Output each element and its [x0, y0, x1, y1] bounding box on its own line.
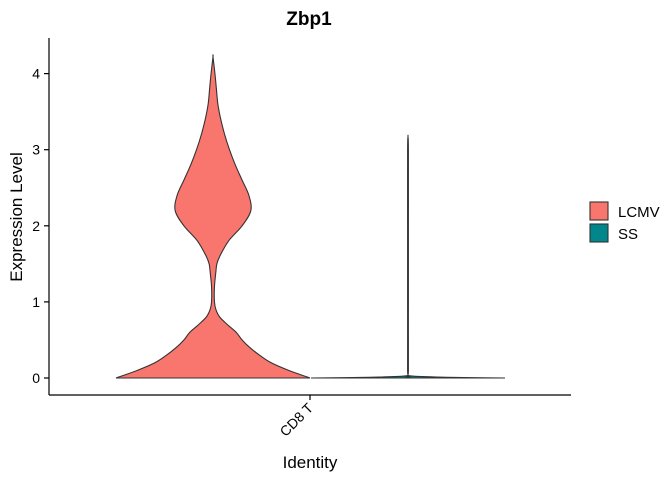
legend-swatch-lcmv — [589, 201, 609, 221]
legend-swatch-ss — [589, 223, 609, 243]
legend-label-ss: SS — [618, 226, 638, 243]
y-tick-label: 2 — [32, 218, 40, 234]
x-axis-title: Identity — [283, 453, 338, 472]
y-tick-label: 0 — [32, 370, 40, 386]
legend-label-lcmv: LCMV — [618, 204, 660, 221]
violin-lcmv — [115, 54, 311, 379]
violins-group — [115, 54, 506, 379]
y-ticks: 0 1 2 3 4 — [32, 66, 49, 386]
y-tick-label: 1 — [32, 294, 40, 310]
x-ticks: CD8 T — [276, 395, 316, 440]
violin-ss — [310, 134, 506, 379]
y-tick-label: 3 — [32, 142, 40, 158]
chart-title: Zbp1 — [286, 9, 332, 30]
y-tick-label: 4 — [32, 66, 40, 82]
y-axis-title: Expression Level — [7, 152, 26, 281]
legend: LCMV SS — [589, 201, 660, 243]
x-tick-label: CD8 T — [276, 399, 316, 439]
